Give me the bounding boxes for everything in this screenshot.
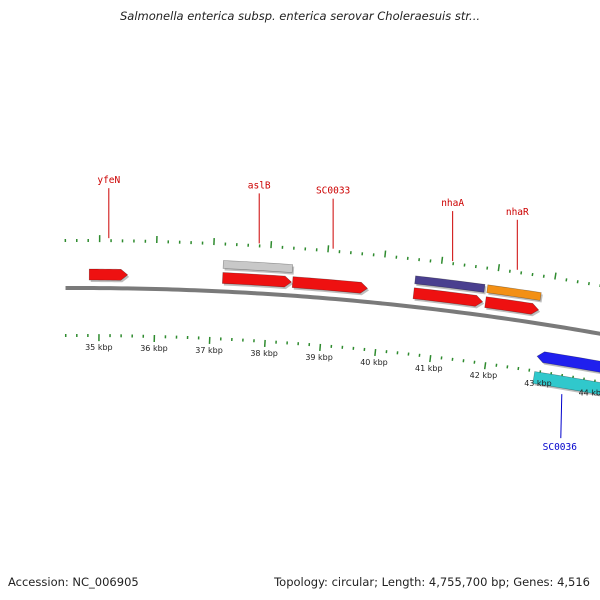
accession-text: Accession: NC_006905 xyxy=(8,575,139,589)
major-tick xyxy=(374,348,377,357)
genome-backbone xyxy=(65,286,600,336)
kbp-scale-labels: 35 kbp 36 kbp 37 kbp 38 kbp 39 kbp 40 kbp 41 k… xyxy=(85,343,600,397)
gene-labels: yfeN aslB SC0033 nhaA nhaR SC0036 xyxy=(97,175,577,453)
feature-aslb-gene[interactable] xyxy=(222,260,295,275)
feature-nhaa-gene[interactable] xyxy=(414,275,487,295)
minor-tick xyxy=(587,282,590,286)
gene-label-text: SC0033 xyxy=(316,186,350,197)
gene-label-text: nhaA xyxy=(441,198,464,209)
gene-label-nhaa[interactable]: nhaA xyxy=(441,198,464,262)
feature-sc0036-gene[interactable] xyxy=(532,371,600,406)
gene-label-text: SC0036 xyxy=(543,442,578,453)
feature-aslb[interactable] xyxy=(222,272,293,290)
kbp-label: 39 kbp xyxy=(305,353,333,362)
major-tick xyxy=(554,272,557,280)
kbp-label: 40 kbp xyxy=(360,358,388,367)
kbp-label: 36 kbp xyxy=(140,344,168,353)
gene-label-yfen[interactable]: yfeN xyxy=(97,175,121,239)
feature-nhaa[interactable] xyxy=(412,287,485,309)
kbp-label: 41 kbp xyxy=(415,364,443,373)
feature-sc0036[interactable] xyxy=(536,351,600,384)
gene-label-sc0033[interactable]: SC0033 xyxy=(316,186,350,249)
gene-label-aslb[interactable]: aslB xyxy=(248,180,271,244)
genome-title: Salmonella enterica subsp. enterica sero… xyxy=(119,9,480,23)
feature-nhar[interactable] xyxy=(484,296,541,317)
major-tick xyxy=(483,362,487,370)
feature-yfen[interactable] xyxy=(88,268,130,283)
major-tick xyxy=(497,264,501,272)
feature-sc0033[interactable] xyxy=(291,276,370,296)
gene-label-text: aslB xyxy=(248,180,271,191)
kbp-label: 35 kbp xyxy=(85,343,113,352)
kbp-label: 43 kbp xyxy=(524,379,552,388)
gene-label-nhar[interactable]: nhaR xyxy=(506,207,529,270)
major-tick xyxy=(327,245,330,253)
gene-label-sc0036[interactable]: SC0036 xyxy=(543,394,578,453)
kbp-label: 42 kbp xyxy=(470,371,498,380)
major-tick xyxy=(384,250,387,258)
gene-label-text: yfeN xyxy=(97,175,120,186)
major-tick xyxy=(429,355,432,363)
outer-tick-ring xyxy=(64,235,600,288)
genome-summary-text: Topology: circular; Length: 4,755,700 bp… xyxy=(274,575,590,589)
feature-nhar-gene[interactable] xyxy=(486,284,543,303)
feature-tracks xyxy=(88,260,600,406)
gene-label-text: nhaR xyxy=(506,207,529,218)
kbp-label: 38 kbp xyxy=(250,349,278,358)
kbp-label: 44 kbp xyxy=(579,388,600,397)
kbp-label: 37 kbp xyxy=(195,346,223,355)
major-tick xyxy=(440,256,444,264)
major-tick xyxy=(319,343,322,351)
inner-tick-ring xyxy=(64,333,596,387)
